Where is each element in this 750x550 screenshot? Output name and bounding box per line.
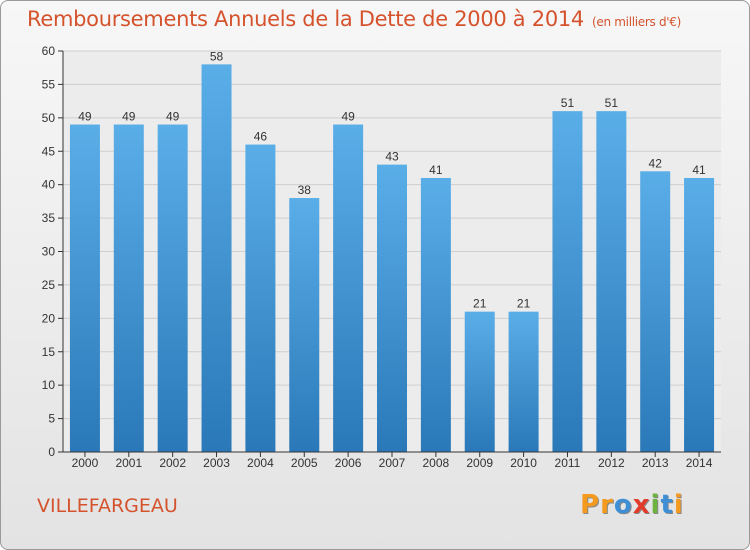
bar	[552, 111, 583, 453]
data-label: 38	[298, 183, 312, 197]
commune-name: VILLEFARGEAU	[37, 495, 178, 517]
data-label: 21	[517, 297, 531, 311]
x-tick-label: 2008	[423, 456, 450, 470]
data-label: 41	[692, 163, 706, 177]
x-tick-label: 2007	[379, 456, 406, 470]
y-tick-label: 45	[42, 144, 56, 158]
data-label: 49	[341, 110, 355, 124]
data-label: 49	[122, 110, 136, 124]
data-label: 41	[429, 163, 443, 177]
y-tick-label: 40	[42, 178, 56, 192]
data-label: 49	[78, 110, 92, 124]
x-tick-label: 2004	[247, 456, 274, 470]
y-tick-label: 35	[42, 211, 56, 225]
chart-title: Remboursements Annuels de la Dette de 20…	[27, 7, 682, 31]
bar	[201, 64, 232, 452]
y-tick-label: 60	[42, 44, 56, 58]
bar	[508, 311, 539, 452]
y-tick-label: 50	[42, 111, 56, 125]
bar	[333, 124, 364, 453]
x-tick-label: 2013	[642, 456, 669, 470]
y-tick-label: 5	[48, 412, 55, 426]
bar	[245, 144, 276, 453]
y-tick-label: 25	[42, 278, 56, 292]
y-tick-label: 15	[42, 345, 56, 359]
data-label: 49	[166, 110, 180, 124]
x-tick-label: 2010	[510, 456, 537, 470]
x-tick-label: 2001	[115, 456, 142, 470]
proxiti-logo: Proxiti	[580, 490, 684, 520]
data-label: 51	[561, 96, 575, 110]
y-tick-label: 55	[42, 77, 56, 91]
bar	[69, 124, 100, 453]
bar	[640, 171, 671, 453]
bar	[289, 198, 320, 452]
bar	[684, 177, 715, 452]
bar	[420, 177, 451, 452]
bar	[596, 111, 627, 453]
y-tick-label: 20	[42, 311, 56, 325]
data-label: 43	[385, 150, 399, 164]
x-tick-label: 2006	[335, 456, 362, 470]
data-label: 42	[649, 156, 663, 170]
unit-note: (en milliers d'€)	[592, 15, 682, 29]
data-label: 58	[210, 49, 224, 63]
bar	[377, 164, 407, 452]
x-tick-label: 2003	[203, 456, 230, 470]
bar	[464, 311, 495, 452]
data-label: 46	[254, 130, 268, 144]
bar	[157, 124, 188, 453]
x-tick-label: 2012	[598, 456, 625, 470]
bar	[113, 124, 144, 453]
y-tick-label: 0	[48, 445, 55, 459]
x-tick-label: 2011	[555, 456, 581, 470]
x-tick-label: 2005	[291, 456, 318, 470]
data-label: 21	[473, 297, 487, 311]
y-tick-label: 30	[42, 245, 56, 259]
x-tick-label: 2002	[159, 456, 186, 470]
x-tick-label: 2000	[72, 456, 99, 470]
x-tick-label: 2009	[466, 456, 493, 470]
data-label: 51	[605, 96, 619, 110]
y-tick-label: 10	[42, 378, 56, 392]
x-tick-label: 2014	[686, 456, 713, 470]
